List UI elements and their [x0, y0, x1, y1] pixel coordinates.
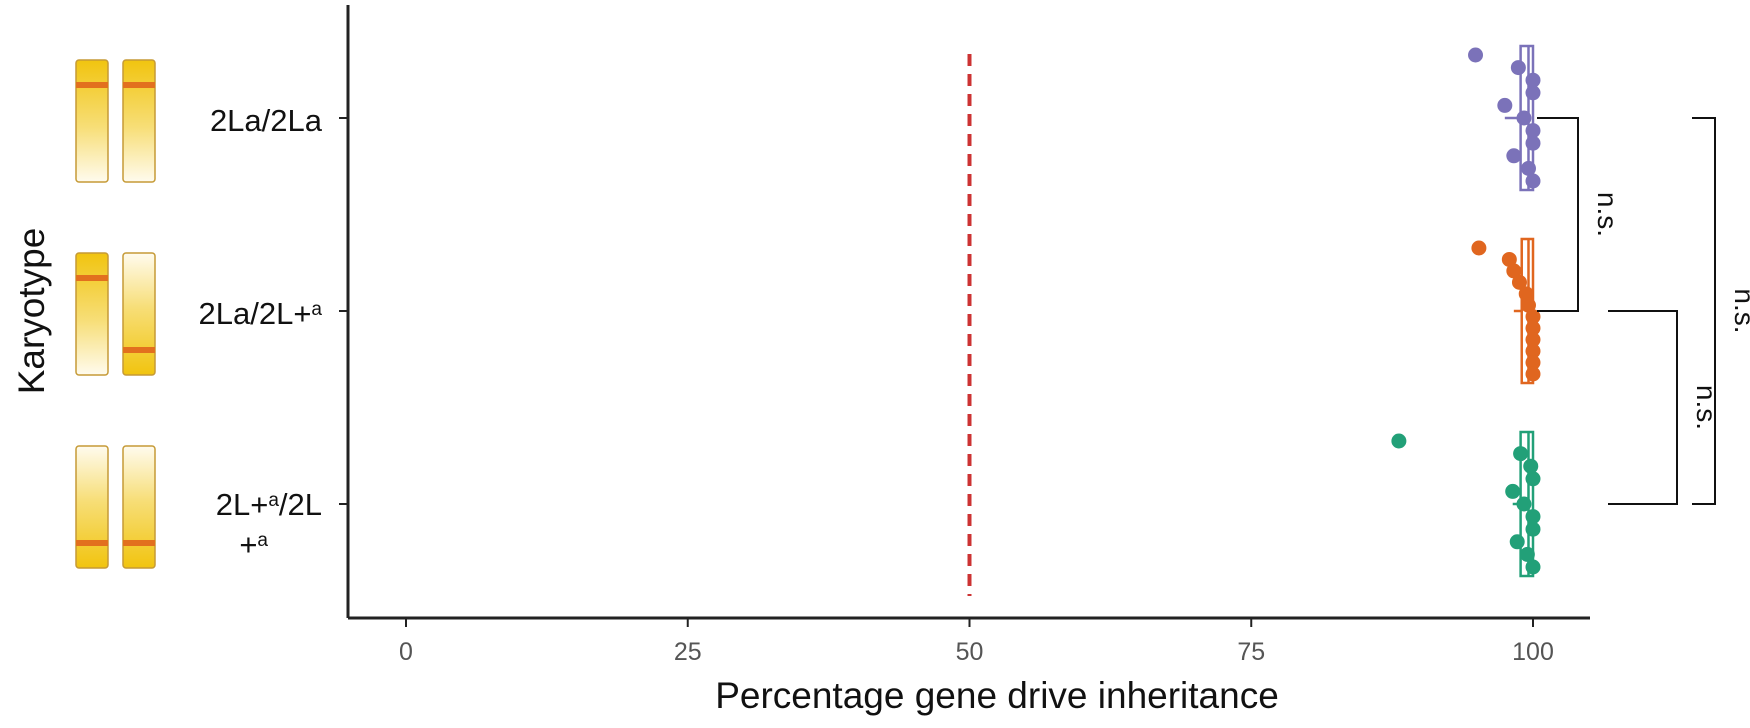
y-tick-label-line2: +a — [239, 527, 268, 562]
chromosome-band — [123, 347, 155, 353]
chromosome-band — [76, 540, 108, 546]
x-axis-label: Percentage gene drive inheritance — [715, 675, 1279, 716]
chromosome — [75, 59, 109, 183]
data-point — [1391, 433, 1407, 449]
y-tick-label-text: 2L+ — [216, 487, 269, 522]
data-point — [1513, 446, 1529, 462]
data-point — [1501, 251, 1517, 267]
chromosome — [75, 252, 109, 376]
data-point — [1525, 72, 1541, 88]
y-tick-label-text: 2La/2L+ — [199, 296, 312, 331]
data-point — [1525, 135, 1541, 151]
data-point — [1525, 559, 1541, 575]
chromosome — [122, 252, 156, 376]
significance-brackets: n.s. n.s. n.s. — [1537, 117, 1750, 505]
chromosome — [75, 445, 109, 569]
data-point — [1468, 47, 1484, 63]
data-point — [1505, 483, 1521, 499]
bracket-label: n.s. — [1691, 385, 1722, 430]
y-axis-label: Karyotype — [11, 228, 52, 395]
data-point — [1516, 496, 1532, 512]
bracket-line — [1608, 310, 1678, 505]
comparison-bracket: n.s. — [1537, 117, 1623, 312]
x-tick-label: 75 — [1237, 638, 1265, 666]
chromosome-band — [123, 82, 155, 88]
data-point — [1525, 85, 1541, 101]
data-points — [1391, 47, 1541, 575]
data-point — [1520, 297, 1536, 313]
data-point — [1525, 521, 1541, 537]
chromosome-pair — [75, 59, 156, 183]
data-point — [1518, 286, 1534, 302]
y-tick-label: 2La/2L+a — [199, 296, 323, 331]
y-tick-label: 2L+a/2L — [216, 487, 322, 522]
chromosome-illustrations — [75, 59, 156, 569]
data-point — [1525, 123, 1541, 139]
chromosome-pair — [75, 445, 156, 569]
data-point — [1506, 148, 1522, 164]
data-point — [1525, 343, 1541, 359]
comparison-bracket: n.s. — [1692, 117, 1750, 505]
x-ticks: 0 25 50 75 100 — [399, 618, 1554, 666]
y-tick-label-superscript: a — [257, 530, 268, 551]
chromosome-band — [76, 82, 108, 88]
data-point — [1523, 458, 1539, 474]
x-tick-label: 25 — [674, 638, 702, 666]
y-tick-label-superscript: a — [311, 299, 322, 320]
data-point — [1525, 320, 1541, 336]
chromosome-band — [123, 540, 155, 546]
chromosome — [122, 59, 156, 183]
data-point — [1525, 471, 1541, 487]
data-point — [1509, 534, 1525, 550]
data-point — [1525, 509, 1541, 525]
data-point — [1506, 263, 1522, 279]
chromosome-band — [76, 275, 108, 281]
data-point — [1519, 546, 1535, 562]
data-point — [1511, 274, 1527, 290]
bracket-label: n.s. — [1592, 192, 1623, 237]
data-point — [1525, 366, 1541, 382]
bracket-line — [1692, 117, 1716, 505]
chromosome-pair — [75, 252, 156, 376]
x-tick-label: 50 — [956, 638, 984, 666]
data-point — [1471, 240, 1487, 256]
data-point — [1516, 110, 1532, 126]
y-tick-label-text: + — [239, 527, 257, 562]
chromosome — [122, 445, 156, 569]
y-tick-label-text: /2L — [279, 487, 322, 522]
y-tick-label-superscript: a — [268, 490, 279, 511]
x-tick-label: 100 — [1512, 638, 1554, 666]
y-tick-label: 2La/2La — [210, 103, 323, 138]
data-point — [1525, 332, 1541, 348]
data-point — [1525, 173, 1541, 189]
x-tick-label: 0 — [399, 638, 413, 666]
bracket-line — [1537, 117, 1579, 312]
y-tick-label-text: 2La/2La — [210, 103, 323, 138]
comparison-bracket: n.s. — [1608, 310, 1722, 505]
data-point — [1497, 97, 1513, 113]
data-point — [1510, 60, 1526, 76]
data-point — [1525, 309, 1541, 325]
bracket-label: n.s. — [1729, 288, 1750, 333]
data-point — [1525, 355, 1541, 371]
data-point — [1520, 160, 1536, 176]
